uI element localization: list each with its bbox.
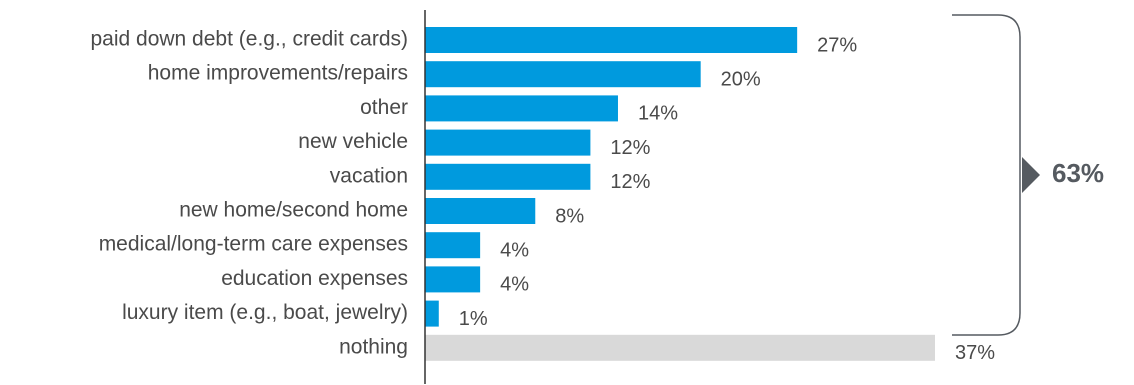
value-label: 37% <box>955 342 995 364</box>
value-label: 12% <box>610 171 650 193</box>
bar <box>425 232 481 259</box>
total-bracket: 63% <box>952 14 1104 336</box>
bracket-arrow-icon <box>1022 157 1040 193</box>
bar <box>425 61 701 88</box>
value-label: 20% <box>721 68 761 90</box>
bar <box>425 95 618 122</box>
bars <box>425 27 935 361</box>
value-label: 14% <box>638 103 678 125</box>
category-label: education expenses <box>221 267 408 290</box>
bar <box>425 163 591 190</box>
value-label: 12% <box>610 137 650 159</box>
category-label: luxury item (e.g., boat, jewelry) <box>122 301 408 324</box>
category-label: new home/second home <box>179 199 408 222</box>
category-labels: paid down debt (e.g., credit cards) home … <box>90 28 408 359</box>
category-label: nothing <box>339 335 408 358</box>
bar <box>425 27 798 53</box>
category-label: medical/long-term care expenses <box>99 233 408 256</box>
category-label: home improvements/repairs <box>148 62 408 85</box>
value-label: 27% <box>817 34 857 56</box>
bar <box>425 198 536 224</box>
bar <box>425 300 439 327</box>
value-label: 1% <box>459 308 488 330</box>
bar <box>425 266 481 293</box>
bracket-brace <box>952 14 1021 336</box>
bar <box>425 129 591 156</box>
value-label: 4% <box>500 239 529 261</box>
category-label: paid down debt (e.g., credit cards) <box>90 28 408 51</box>
value-labels: 27% 20% 14% 12% 12% 8% 4% 4% 1% 37% <box>459 34 995 364</box>
bar <box>425 334 935 361</box>
category-label: new vehicle <box>298 130 408 153</box>
category-label: vacation <box>330 164 408 187</box>
category-label: other <box>360 96 408 119</box>
value-label: 8% <box>555 205 584 227</box>
bracket-total-label: 63% <box>1052 158 1104 188</box>
value-label: 4% <box>500 274 529 296</box>
